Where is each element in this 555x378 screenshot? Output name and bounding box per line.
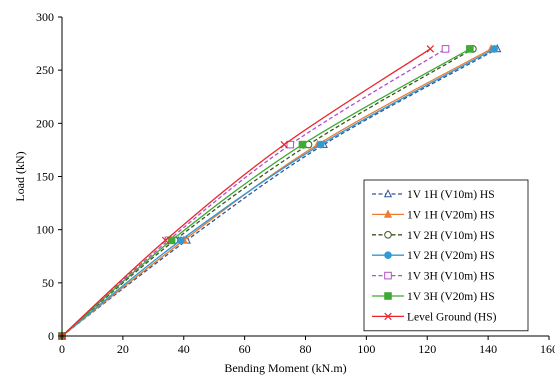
legend-item: 1V 3H (V10m) HS bbox=[372, 271, 495, 283]
series-line bbox=[61, 48, 474, 337]
legend-label: 1V 2H (V20m) HS bbox=[407, 250, 495, 262]
data-point bbox=[286, 140, 295, 149]
legend-swatch-marker bbox=[383, 209, 393, 218]
x-tick-label: 0 bbox=[59, 342, 65, 356]
y-tick-label: 250 bbox=[36, 63, 54, 77]
series-line bbox=[61, 48, 431, 337]
legend-swatch-marker bbox=[384, 312, 392, 321]
plot-area bbox=[57, 43, 502, 340]
legend-item: 1V 3H (V20m) HS bbox=[372, 291, 495, 303]
data-point bbox=[426, 45, 435, 53]
x-tick-label: 40 bbox=[178, 342, 190, 356]
series-line bbox=[61, 48, 471, 337]
data-point bbox=[316, 140, 325, 149]
legend-label: 1V 1H (V20m) HS bbox=[407, 209, 495, 221]
series-line bbox=[61, 48, 446, 337]
data-point bbox=[161, 236, 170, 245]
x-tick-label: 160 bbox=[540, 342, 555, 356]
axes: 0 50 100 150 200 250 300 0 20 40 60 80 100 120 140 160 B… bbox=[13, 10, 555, 375]
legend-label: 1V 1H (V10m) HS bbox=[407, 189, 495, 201]
data-point bbox=[298, 140, 307, 149]
y-tick-label: 50 bbox=[42, 276, 54, 290]
legend-swatch-marker bbox=[384, 292, 392, 300]
x-tick-label: 100 bbox=[357, 342, 375, 356]
legend-label: Level Ground (HS) bbox=[407, 311, 497, 323]
x-tick-label: 80 bbox=[300, 342, 312, 356]
x-axis-title: Bending Moment (kN.m) bbox=[224, 361, 346, 375]
y-tick-label: 0 bbox=[48, 329, 54, 343]
series-line bbox=[61, 48, 498, 337]
x-tick-label: 120 bbox=[418, 342, 436, 356]
data-point bbox=[441, 45, 450, 53]
legend-item: 1V 2H (V10m) HS bbox=[372, 230, 495, 242]
data-point bbox=[176, 236, 185, 245]
legend-item: 1V 2H (V20m) HS bbox=[372, 250, 495, 262]
data-point bbox=[466, 45, 474, 53]
legend-swatch-marker bbox=[384, 251, 392, 259]
legend: 1V 1H (V10m) HS 1V 1H (V20m) HS 1V 2H (V10… bbox=[363, 179, 529, 332]
legend-swatch-marker bbox=[384, 231, 392, 239]
legend-swatch-marker bbox=[383, 189, 393, 198]
x-tick-label: 140 bbox=[479, 342, 497, 356]
legend-label: 1V 3H (V20m) HS bbox=[407, 291, 495, 303]
data-point bbox=[490, 45, 499, 53]
y-tick-label: 200 bbox=[36, 116, 54, 130]
legend-item: Level Ground (HS) bbox=[372, 311, 497, 323]
y-axis-title: Load (kN) bbox=[13, 151, 27, 201]
legend-label: 1V 3H (V10m) HS bbox=[407, 271, 495, 283]
legend-swatch-marker bbox=[384, 271, 392, 280]
y-tick-label: 100 bbox=[36, 223, 54, 237]
data-point bbox=[280, 140, 288, 149]
x-tick-label: 20 bbox=[117, 342, 129, 356]
legend-item: 1V 1H (V20m) HS bbox=[372, 209, 495, 221]
data-point bbox=[167, 236, 176, 245]
x-tick-label: 60 bbox=[239, 342, 251, 356]
y-tick-label: 150 bbox=[36, 170, 54, 184]
legend-item: 1V 1H (V10m) HS bbox=[372, 189, 495, 201]
y-tick-label: 300 bbox=[36, 10, 54, 24]
series-line bbox=[61, 48, 495, 337]
legend-label: 1V 2H (V10m) HS bbox=[407, 230, 495, 242]
